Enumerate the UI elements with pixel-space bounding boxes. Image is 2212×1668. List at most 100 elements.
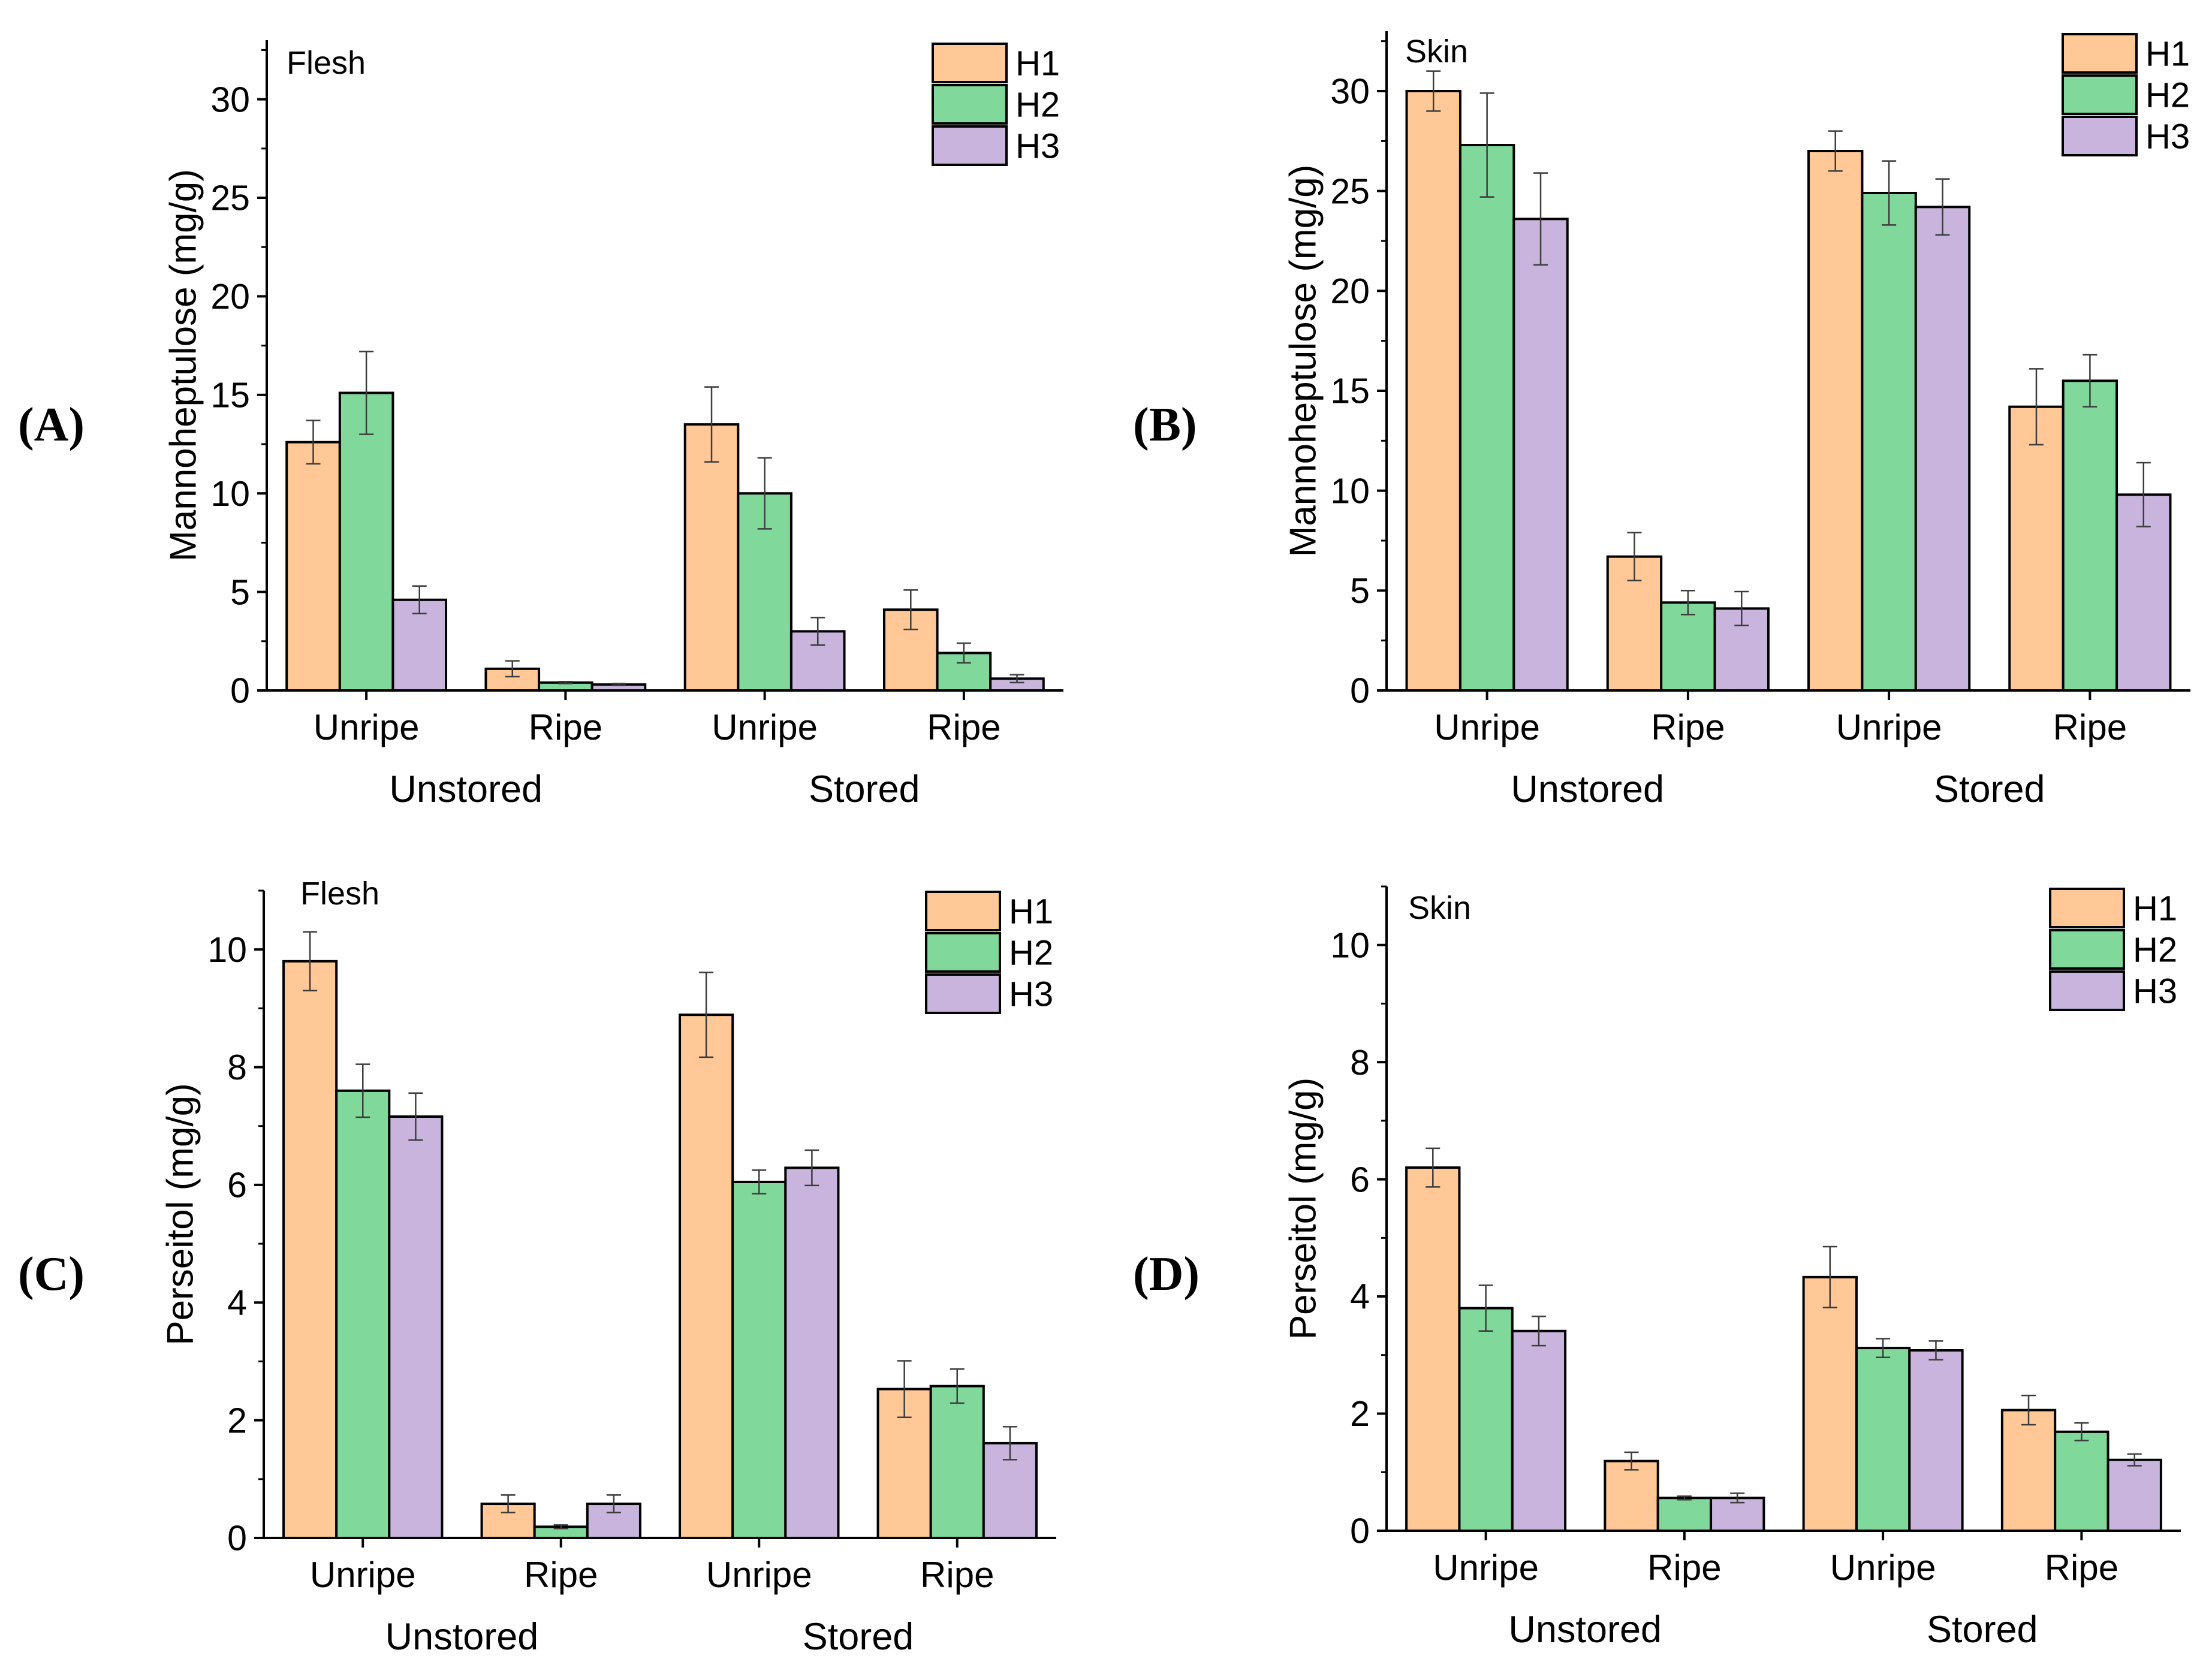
error-bar-h2-stored-ripe [2074, 1422, 2089, 1441]
legend-label-h1: H1 [2133, 889, 2177, 928]
error-bar-h3-unstored-ripe [1730, 1492, 1745, 1504]
legend-swatch-h1 [2049, 888, 2125, 928]
error-bar-h3-unstored-unripe [408, 1092, 423, 1141]
x-group-label: Unstored [385, 1616, 539, 1658]
error-bar-h1-unstored-ripe [501, 1494, 516, 1514]
error-bar-h1-unstored-ripe [505, 660, 520, 678]
error-bar-h2-unstored-ripe [558, 680, 573, 684]
bar-h3-unstored-unripe [388, 1115, 444, 1539]
bar-h1-unstored-unripe [1405, 1166, 1461, 1533]
legend-label-h3: H3 [2145, 117, 2190, 156]
error-bar-h3-unstored-unripe [1531, 1316, 1546, 1347]
y-tick-label: 0 [227, 1519, 247, 1558]
y-tick-label: 10 [207, 930, 247, 970]
error-bar-h2-unstored-ripe [1680, 590, 1695, 616]
error-bar-h2-stored-unripe [1882, 160, 1897, 226]
bars [285, 391, 1045, 692]
x-group-label: Stored [809, 768, 920, 810]
panel-title: Flesh [300, 876, 379, 912]
error-bar-h2-unstored-ripe [553, 1524, 568, 1530]
legend-label-h3: H3 [1015, 126, 1060, 165]
panel-title: Flesh [287, 45, 366, 81]
bar-h3-unstored-unripe [1511, 1329, 1567, 1532]
error-bar-h2-unstored-unripe [1478, 1284, 1493, 1332]
y-tick-label: 20 [1330, 272, 1370, 311]
panel-label: (A) [18, 399, 85, 451]
error-bar-h1-unstored-ripe [1627, 532, 1642, 581]
y-tick-label: 4 [1350, 1277, 1370, 1317]
error-bar-h3-unstored-unripe [1533, 172, 1548, 266]
x-group-label: Stored [803, 1616, 914, 1658]
error-bar-h2-unstored-unripe [355, 1063, 370, 1118]
y-tick-label: 10 [210, 474, 250, 514]
y-tick-label: 20 [210, 277, 250, 316]
error-bar-h2-stored-ripe [956, 642, 971, 664]
x-category-label: Unripe [706, 1555, 812, 1595]
bar-h2-unstored-unripe [335, 1089, 391, 1540]
bar-h2-unstored-unripe [1458, 1307, 1514, 1533]
error-bar-h1-unstored-unripe [303, 931, 318, 992]
y-tick-label: 4 [227, 1283, 247, 1323]
error-bars [1426, 1147, 2142, 1504]
y-tick-label: 2 [227, 1401, 247, 1440]
legend-swatch-h3 [2062, 116, 2138, 156]
bar-h1-stored-ripe [2008, 405, 2065, 692]
y-tick-label: 15 [1330, 372, 1370, 411]
y-tick-label: 15 [210, 375, 250, 415]
y-tick-label: 25 [210, 179, 250, 218]
error-bar-h1-stored-ripe [2029, 368, 2044, 446]
bar-h2-unstored-unripe [338, 391, 394, 692]
panel-b: 0 5 10 15 20 25 30 Unripe Ripe Unripe Ripe Unstored… [1133, 31, 2190, 810]
error-bar-h2-unstored-unripe [359, 351, 374, 435]
legend-label-h1: H1 [1009, 892, 1053, 931]
x-category-label: Ripe [524, 1555, 598, 1595]
x-group-label: Stored [1927, 1609, 2038, 1651]
error-bar-h1-unstored-unripe [1426, 70, 1441, 112]
panel-a: 0 5 10 15 20 25 30 Unripe Ripe Unripe Ripe Unstored… [18, 40, 1063, 810]
y-tick-label: 8 [227, 1048, 247, 1087]
x-category-label: Ripe [1651, 707, 1725, 747]
error-bar-h1-unstored-unripe [306, 420, 321, 465]
error-bar-h3-stored-unripe [804, 1149, 819, 1187]
error-bar-h3-unstored-ripe [611, 683, 626, 687]
legend-label-h1: H1 [1015, 44, 1060, 83]
bar-h1-unstored-ripe [1604, 1459, 1659, 1533]
bar-h1-unstored-unripe [1405, 90, 1461, 692]
bar-h2-unstored-unripe [1458, 144, 1515, 692]
error-bar-h2-stored-ripe [950, 1368, 965, 1404]
error-bar-h3-stored-ripe [1009, 674, 1024, 684]
panel-title: Skin [1405, 34, 1468, 70]
x-category-label: Unripe [310, 1555, 416, 1595]
error-bar-h3-unstored-ripe [1734, 590, 1749, 626]
y-axis-label: Perseitol (mg/g) [1283, 1078, 1324, 1340]
error-bar-h3-unstored-ripe [606, 1494, 621, 1514]
error-bar-h1-stored-unripe [699, 972, 714, 1058]
x-group-label: Unstored [1511, 768, 1664, 810]
error-bar-h3-stored-ripe [2127, 1453, 2142, 1467]
error-bar-h2-unstored-unripe [1479, 92, 1494, 198]
bar-h2-stored-ripe [2062, 379, 2118, 692]
error-bar-h3-stored-unripe [1935, 178, 1950, 236]
bars [1405, 90, 2172, 692]
x-category-label: Unripe [314, 707, 420, 747]
bar-h1-stored-unripe [683, 423, 740, 692]
x-group-label: Unstored [389, 768, 543, 810]
error-bar-h2-stored-unripe [1876, 1338, 1891, 1358]
legend-swatch-h1 [2062, 33, 2138, 74]
legend-label-h2: H2 [1009, 933, 1053, 972]
y-axis-label: Perseitol (mg/g) [160, 1083, 201, 1346]
bar-h1-unstored-unripe [282, 960, 338, 1540]
y-tick-label: 0 [1350, 671, 1370, 711]
y-tick-label: 6 [1350, 1160, 1370, 1199]
y-tick-label: 10 [1330, 925, 1370, 965]
legend-swatch-h2 [925, 932, 1001, 973]
y-tick-label: 10 [1330, 471, 1370, 511]
y-tick-label: 0 [230, 671, 250, 711]
bar-h3-unstored-unripe [1512, 218, 1569, 692]
x-group-label: Stored [1934, 768, 2045, 810]
bar-h3-stored-unripe [1914, 206, 1971, 692]
error-bar-h2-stored-unripe [752, 1169, 767, 1195]
y-tick-label: 6 [227, 1166, 247, 1205]
